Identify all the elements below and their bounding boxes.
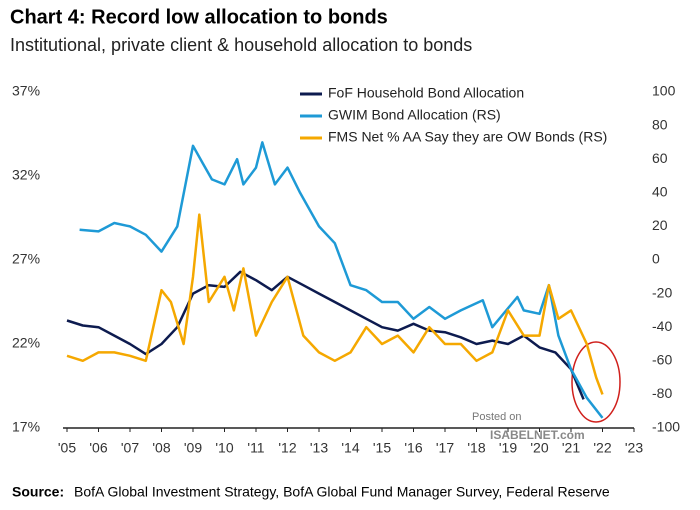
x-tick-label: '18	[467, 440, 485, 456]
x-tick-label: '12	[278, 440, 296, 456]
x-tick-label: '07	[121, 440, 139, 456]
watermark: ISABELNET.com	[490, 428, 585, 442]
y2-tick-label: -100	[652, 419, 680, 435]
y-tick-label: 17%	[12, 419, 40, 435]
y2-tick-label: -80	[652, 385, 672, 401]
y2-tick-label: 80	[652, 116, 668, 132]
highlight-ellipse	[571, 341, 621, 423]
x-tick-label: '05	[58, 440, 76, 456]
x-tick-label: '10	[215, 440, 233, 456]
y-tick-label: 37%	[12, 83, 40, 99]
y2-tick-label: -60	[652, 352, 672, 368]
x-tick-label: '11	[247, 440, 264, 456]
watermark: Posted on	[472, 411, 522, 423]
y2-tick-label: -40	[652, 318, 672, 334]
legend-label: FoF Household Bond Allocation	[328, 85, 524, 101]
source-label: Source:	[12, 484, 64, 500]
x-tick-label: '09	[184, 440, 202, 456]
chart-subtitle: Institutional, private client & househol…	[10, 35, 472, 55]
x-tick-label: '22	[593, 440, 611, 456]
x-tick-label: '08	[152, 440, 170, 456]
y2-tick-label: 20	[652, 217, 668, 233]
x-tick-label: '16	[404, 440, 422, 456]
x-tick-label: '15	[373, 440, 391, 456]
x-tick-label: '23	[625, 440, 643, 456]
y2-tick-label: -20	[652, 284, 672, 300]
x-tick-label: '21	[562, 440, 580, 456]
y-tick-label: 22%	[12, 335, 40, 351]
x-tick-label: '20	[530, 440, 548, 456]
y-tick-label: 32%	[12, 167, 40, 183]
source-text: BofA Global Investment Strategy, BofA Gl…	[74, 484, 610, 500]
y2-tick-label: 40	[652, 184, 668, 200]
series-line	[66, 213, 604, 395]
series-line	[66, 270, 585, 400]
legend-label: FMS Net % AA Say they are OW Bonds (RS)	[328, 129, 607, 145]
series-line	[79, 141, 604, 419]
y-tick-label: 27%	[12, 251, 40, 267]
legend-label: GWIM Bond Allocation (RS)	[328, 107, 501, 123]
x-tick-label: '19	[499, 440, 517, 456]
x-tick-label: '17	[436, 440, 454, 456]
y2-tick-label: 0	[652, 251, 660, 267]
x-tick-label: '13	[310, 440, 328, 456]
y2-tick-label: 100	[652, 83, 676, 99]
x-tick-label: '06	[89, 440, 107, 456]
chart-title: Chart 4: Record low allocation to bonds	[10, 6, 388, 28]
y2-tick-label: 60	[652, 150, 668, 166]
x-tick-label: '14	[341, 440, 359, 456]
